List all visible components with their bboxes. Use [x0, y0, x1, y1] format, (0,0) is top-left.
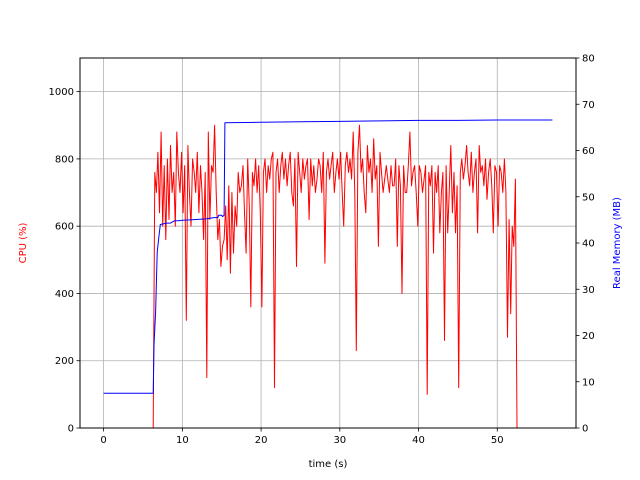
x-axis-ticks: 0 10 20 30 40 50 [100, 428, 504, 446]
right-tick-label: 40 [582, 239, 595, 250]
left-tick-label: 800 [55, 154, 74, 165]
right-tick-label: 20 [582, 331, 595, 342]
memory-series-line [103, 119, 553, 394]
left-axis-ticks: 0 200 400 600 800 1000 [49, 87, 80, 435]
right-tick-label: 50 [582, 192, 595, 203]
left-tick-label: 400 [55, 289, 74, 300]
memory-series-group [103, 119, 553, 394]
right-tick-label: 0 [582, 424, 588, 435]
left-axis-label: CPU (%) [18, 223, 29, 264]
right-tick-label: 80 [582, 54, 595, 65]
left-tick-label: 0 [68, 424, 74, 435]
cpu-series-group [103, 124, 553, 429]
x-tick-label: 0 [100, 435, 106, 446]
x-tick-label: 30 [333, 435, 346, 446]
right-tick-label: 30 [582, 285, 595, 296]
left-tick-label: 200 [55, 356, 74, 367]
x-tick-label: 20 [255, 435, 268, 446]
x-axis-label: time (s) [309, 459, 348, 470]
right-tick-label: 70 [582, 100, 595, 111]
left-tick-label: 600 [55, 222, 74, 233]
right-axis-ticks: 0 10 20 30 40 50 60 70 80 [576, 54, 595, 435]
left-tick-label: 1000 [49, 87, 74, 98]
x-tick-label: 50 [491, 435, 504, 446]
right-axis-label: Real Memory (MB) [612, 197, 623, 289]
cpu-series-line [103, 124, 553, 429]
x-tick-label: 10 [176, 435, 189, 446]
x-tick-label: 40 [412, 435, 425, 446]
right-tick-label: 10 [582, 377, 595, 388]
right-tick-label: 60 [582, 146, 595, 157]
